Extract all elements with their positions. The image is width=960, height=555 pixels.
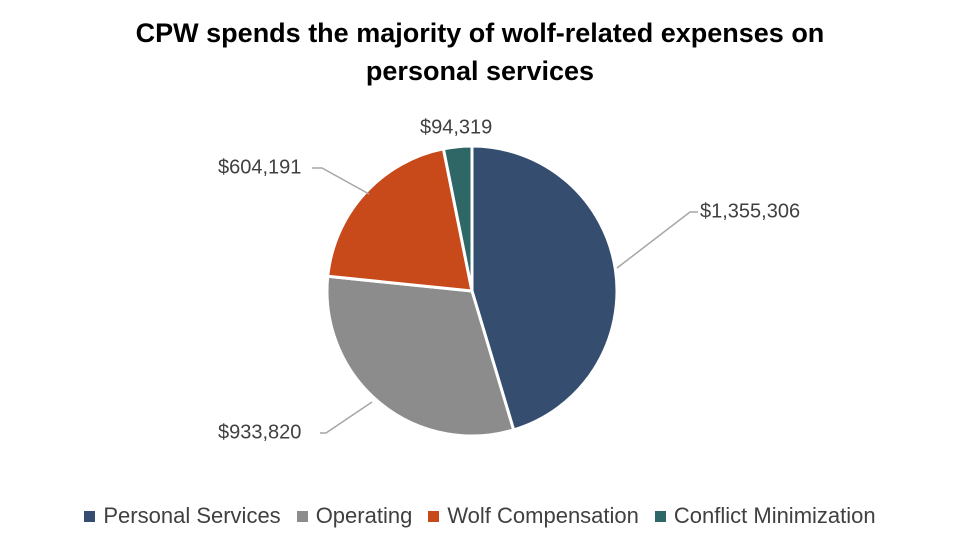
legend-swatch-conflict-minimization — [654, 510, 666, 522]
legend-item-conflict-minimization: Conflict Minimization — [654, 503, 876, 529]
legend-label-personal-services: Personal Services — [103, 503, 281, 528]
leader-line-wolf-compensation — [312, 167, 370, 195]
legend-item-operating: Operating — [296, 503, 413, 529]
pie-slice-personal-services — [470, 144, 619, 432]
pie-slice-wolf-compensation — [326, 147, 474, 293]
leader-line-personal-services — [616, 211, 698, 269]
chart-title: CPW spends the majority of wolf-related … — [135, 18, 825, 86]
legend-swatch-personal-services — [84, 510, 96, 522]
pie-slice-operating — [325, 274, 516, 438]
legend-label-conflict-minimization: Conflict Minimization — [673, 503, 876, 528]
legend-swatch-wolf-compensation — [428, 510, 440, 522]
data-label-personal-services: $1,355,306 — [700, 200, 800, 222]
legend-swatch-operating — [296, 510, 308, 522]
legend-label-operating: Operating — [315, 503, 413, 528]
leader-line-operating — [320, 401, 373, 434]
legend-item-personal-services: Personal Services — [84, 503, 281, 529]
legend-item-wolf-compensation: Wolf Compensation — [428, 503, 639, 529]
chart-legend: Personal Services Operating Wolf Compens… — [0, 500, 960, 532]
data-label-wolf-compensation: $604,191 — [218, 156, 301, 178]
pie-slice-conflict-minimization — [441, 144, 474, 293]
data-label-conflict-minimization: $94,319 — [420, 116, 492, 138]
legend-label-wolf-compensation: Wolf Compensation — [447, 503, 639, 528]
data-label-operating: $933,820 — [218, 421, 301, 443]
